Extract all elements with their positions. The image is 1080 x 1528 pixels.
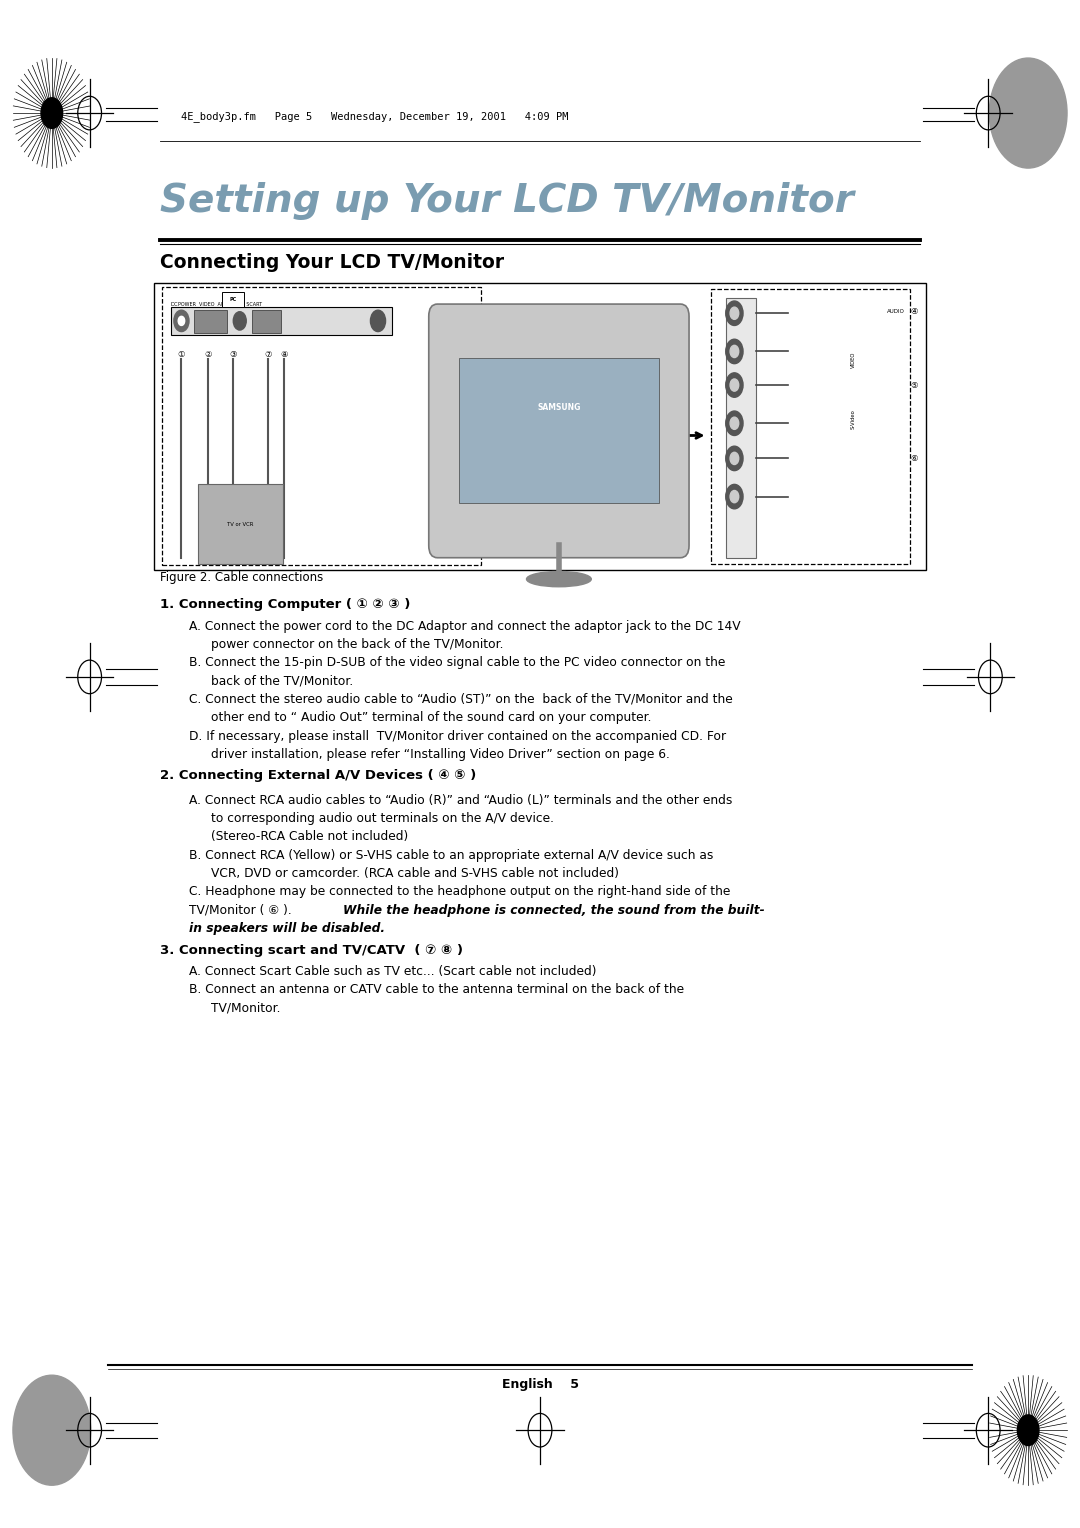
Text: VCR, DVD or camcorder. (RCA cable and S-VHS cable not included): VCR, DVD or camcorder. (RCA cable and S-… (211, 866, 619, 880)
Text: B. Connect RCA (Yellow) or S-VHS cable to an appropriate external A/V device suc: B. Connect RCA (Yellow) or S-VHS cable t… (189, 848, 714, 862)
Bar (154, 283, 926, 570)
Text: PC: PC (230, 296, 237, 303)
FancyBboxPatch shape (429, 304, 689, 558)
Text: power connector on the back of the TV/Monitor.: power connector on the back of the TV/Mo… (211, 637, 503, 651)
Ellipse shape (527, 571, 592, 587)
Circle shape (726, 411, 743, 435)
Text: B. Connect the 15-pin D-SUB of the video signal cable to the PC video connector : B. Connect the 15-pin D-SUB of the video… (189, 656, 726, 669)
Circle shape (233, 312, 246, 330)
Text: TV or VCR: TV or VCR (227, 521, 253, 527)
Text: TV/Monitor.: TV/Monitor. (211, 1001, 280, 1015)
Text: (Stereo-RCA Cable not included): (Stereo-RCA Cable not included) (211, 830, 408, 843)
Text: C. Connect the stereo audio cable to “Audio (ST)” on the  back of the TV/Monitor: C. Connect the stereo audio cable to “Au… (189, 692, 732, 706)
Text: 3. Connecting scart and TV/CATV  ( ⑦ ⑧ ): 3. Connecting scart and TV/CATV ( ⑦ ⑧ ) (160, 943, 463, 957)
Text: in speakers will be disabled.: in speakers will be disabled. (189, 921, 384, 935)
Circle shape (726, 339, 743, 364)
Text: A. Connect RCA audio cables to “Audio (R)” and “Audio (L)” terminals and the oth: A. Connect RCA audio cables to “Audio (R… (189, 793, 732, 807)
Text: back of the TV/Monitor.: back of the TV/Monitor. (211, 674, 353, 688)
Circle shape (1017, 1415, 1039, 1445)
FancyBboxPatch shape (194, 310, 227, 333)
Text: 4E_body3p.fm   Page 5   Wednesday, December 19, 2001   4:09 PM: 4E_body3p.fm Page 5 Wednesday, December … (181, 110, 569, 122)
Text: ②: ② (205, 350, 212, 359)
Circle shape (726, 373, 743, 397)
Circle shape (174, 310, 189, 332)
Circle shape (726, 484, 743, 509)
Bar (726, 298, 756, 558)
Circle shape (989, 58, 1067, 168)
Bar (171, 307, 392, 335)
Circle shape (178, 316, 185, 325)
Circle shape (370, 310, 386, 332)
Bar (162, 287, 481, 565)
Text: A. Connect the power cord to the DC Adaptor and connect the adaptor jack to the : A. Connect the power cord to the DC Adap… (189, 619, 741, 633)
Text: VIDEO: VIDEO (851, 351, 855, 368)
Text: POWER  VIDEO  AUDIO(ST)  SCART: POWER VIDEO AUDIO(ST) SCART (178, 301, 262, 307)
Circle shape (730, 417, 739, 429)
Text: Figure 2. Cable connections: Figure 2. Cable connections (160, 570, 323, 584)
Circle shape (730, 452, 739, 465)
Text: other end to “ Audio Out” terminal of the sound card on your computer.: other end to “ Audio Out” terminal of th… (211, 711, 651, 724)
Circle shape (13, 1375, 91, 1485)
Text: Connecting Your LCD TV/Monitor: Connecting Your LCD TV/Monitor (160, 254, 504, 272)
Bar (459, 358, 659, 503)
Circle shape (730, 307, 739, 319)
Text: ⑧: ⑧ (281, 350, 287, 359)
Bar (711, 289, 910, 564)
Text: driver installation, please refer “Installing Video Driver” section on page 6.: driver installation, please refer “Insta… (211, 747, 670, 761)
Text: ④: ④ (910, 307, 918, 316)
Text: ③: ③ (230, 350, 237, 359)
Text: DC: DC (171, 301, 178, 307)
Circle shape (730, 490, 739, 503)
Circle shape (730, 345, 739, 358)
Text: Setting up Your LCD TV/Monitor: Setting up Your LCD TV/Monitor (160, 182, 853, 220)
Text: SAMSUNG: SAMSUNG (537, 403, 581, 413)
Text: B. Connect an antenna or CATV cable to the antenna terminal on the back of the: B. Connect an antenna or CATV cable to t… (189, 983, 684, 996)
FancyBboxPatch shape (222, 292, 244, 307)
Text: ①: ① (178, 350, 185, 359)
Text: A. Connect Scart Cable such as TV etc... (Scart cable not included): A. Connect Scart Cable such as TV etc...… (189, 964, 596, 978)
Circle shape (726, 446, 743, 471)
Text: While the headphone is connected, the sound from the built-: While the headphone is connected, the so… (343, 903, 766, 917)
Text: 1. Connecting Computer ( ① ② ③ ): 1. Connecting Computer ( ① ② ③ ) (160, 597, 410, 611)
Text: ⑦: ⑦ (265, 350, 271, 359)
Text: 2. Connecting External A/V Devices ( ④ ⑤ ): 2. Connecting External A/V Devices ( ④ ⑤… (160, 769, 476, 782)
Text: AUDIO: AUDIO (887, 309, 905, 315)
Text: ⑤: ⑤ (910, 380, 918, 390)
Text: S-Video: S-Video (851, 410, 855, 429)
Text: D. If necessary, please install  TV/Monitor driver contained on the accompanied : D. If necessary, please install TV/Monit… (189, 729, 726, 743)
Text: to corresponding audio out terminals on the A/V device.: to corresponding audio out terminals on … (211, 811, 554, 825)
Text: C. Headphone may be connected to the headphone output on the right-hand side of : C. Headphone may be connected to the hea… (189, 885, 730, 898)
FancyBboxPatch shape (252, 310, 281, 333)
FancyBboxPatch shape (198, 484, 283, 564)
Text: TV/Monitor ( ⑥ ).: TV/Monitor ( ⑥ ). (189, 903, 296, 917)
Text: English    5: English 5 (501, 1378, 579, 1390)
Circle shape (730, 379, 739, 391)
Circle shape (726, 301, 743, 325)
Circle shape (41, 98, 63, 128)
Text: ⑥: ⑥ (910, 454, 918, 463)
